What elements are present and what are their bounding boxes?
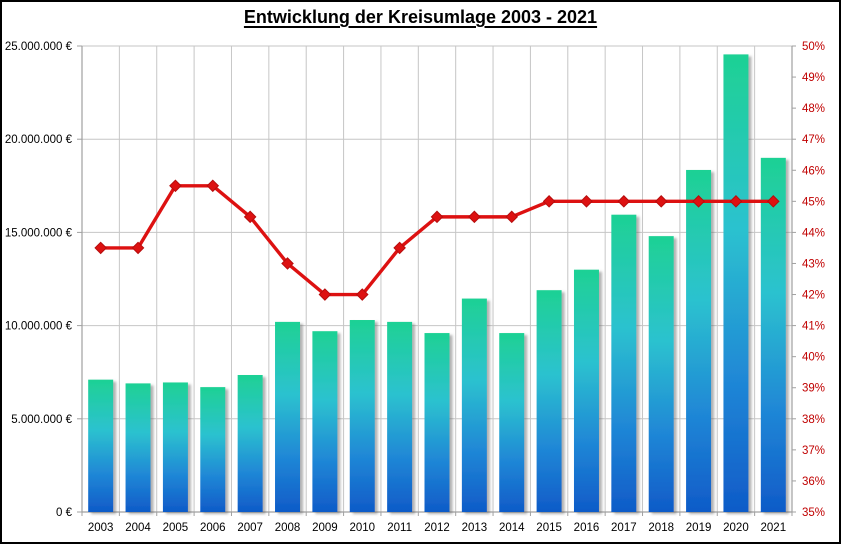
right-axis-label-4: 39% xyxy=(802,383,825,395)
year-label-2003: 2003 xyxy=(88,522,114,534)
bar-2005 xyxy=(162,382,188,512)
year-label-2017: 2017 xyxy=(611,522,637,534)
line-marker-2018 xyxy=(654,195,668,208)
right-axis-label-11: 46% xyxy=(802,165,825,177)
line-marker-2015 xyxy=(542,195,556,208)
year-label-2006: 2006 xyxy=(200,522,226,534)
bar-2018 xyxy=(648,236,674,513)
right-axis-label-8: 43% xyxy=(802,258,825,270)
left-axis-label-0: 0 € xyxy=(56,507,73,519)
right-axis-label-12: 47% xyxy=(802,134,825,146)
right-axis-label-3: 38% xyxy=(802,414,825,426)
year-label-2021: 2021 xyxy=(761,522,787,534)
line-marker-2021 xyxy=(767,195,780,208)
chart-title: Entwicklung der Kreisumlage 2003 - 2021 xyxy=(243,7,598,27)
bar-2011 xyxy=(387,321,413,512)
year-label-2009: 2009 xyxy=(312,522,338,534)
year-label-2010: 2010 xyxy=(349,522,375,534)
line-marker-2004 xyxy=(131,241,145,255)
line-marker-2009 xyxy=(318,288,332,301)
year-label-2008: 2008 xyxy=(275,522,301,534)
line-marker-2014 xyxy=(505,210,519,224)
bar-2008 xyxy=(275,321,301,512)
right-axis-label-9: 44% xyxy=(802,227,825,239)
right-axis-label-15: 50% xyxy=(802,41,825,53)
right-axis-label-10: 45% xyxy=(802,196,825,208)
left-axis-label-3: 15.000.000 € xyxy=(5,227,73,239)
bar-2003 xyxy=(88,379,114,512)
year-label-2004: 2004 xyxy=(125,522,151,534)
left-axis-label-2: 10.000.000 € xyxy=(5,321,73,333)
year-label-2005: 2005 xyxy=(163,522,189,534)
line-marker-2005 xyxy=(169,179,182,193)
right-axis-label-14: 49% xyxy=(802,72,825,84)
right-axis-label-2: 37% xyxy=(802,445,825,457)
bar-2014 xyxy=(499,333,525,512)
left-axis-label-5: 25.000.000 € xyxy=(5,41,73,53)
right-axis-label-13: 48% xyxy=(802,103,825,115)
line-marker-2012 xyxy=(430,210,444,224)
year-label-2018: 2018 xyxy=(648,522,674,534)
line-marker-2019 xyxy=(692,195,705,208)
bar-2016 xyxy=(573,269,599,512)
year-label-2007: 2007 xyxy=(237,522,263,534)
left-axis-label-1: 5.000.000 € xyxy=(11,414,72,426)
right-axis-label-1: 36% xyxy=(802,476,825,488)
bar-2009 xyxy=(312,331,338,512)
year-label-2020: 2020 xyxy=(723,522,749,534)
bar-2013 xyxy=(461,298,487,512)
line-marker-2017 xyxy=(617,195,631,208)
bar-2020 xyxy=(723,54,749,512)
year-label-2012: 2012 xyxy=(424,522,450,534)
line-marker-2011 xyxy=(393,241,406,255)
bar-2015 xyxy=(536,290,562,512)
line-marker-2003 xyxy=(94,241,107,255)
bar-2019 xyxy=(686,169,712,512)
bar-2017 xyxy=(611,214,637,512)
year-label-2011: 2011 xyxy=(387,522,412,534)
bar-2012 xyxy=(424,333,450,512)
line-marker-2008 xyxy=(281,257,294,270)
right-axis-label-0: 35% xyxy=(802,507,825,519)
year-label-2016: 2016 xyxy=(574,522,600,534)
year-label-2015: 2015 xyxy=(536,522,562,534)
line-marker-2020 xyxy=(729,195,743,208)
bar-2007 xyxy=(237,374,263,512)
bar-2010 xyxy=(349,320,375,512)
left-axis-label-4: 20.000.000 € xyxy=(5,134,73,146)
year-label-2019: 2019 xyxy=(686,522,712,534)
line-marker-2006 xyxy=(206,179,220,193)
bar-2021 xyxy=(760,157,786,512)
right-axis-label-7: 42% xyxy=(802,290,825,302)
right-axis-label-6: 41% xyxy=(802,321,825,333)
line-marker-2016 xyxy=(580,195,593,208)
bar-2006 xyxy=(200,387,226,512)
line-marker-2013 xyxy=(468,210,481,224)
right-axis-label-5: 40% xyxy=(802,352,825,364)
bar-series xyxy=(88,54,786,513)
year-label-2014: 2014 xyxy=(499,522,525,534)
bar-2004 xyxy=(125,383,151,512)
line-marker-2007 xyxy=(243,210,257,224)
year-label-2013: 2013 xyxy=(462,522,488,534)
line-marker-2010 xyxy=(355,288,369,301)
